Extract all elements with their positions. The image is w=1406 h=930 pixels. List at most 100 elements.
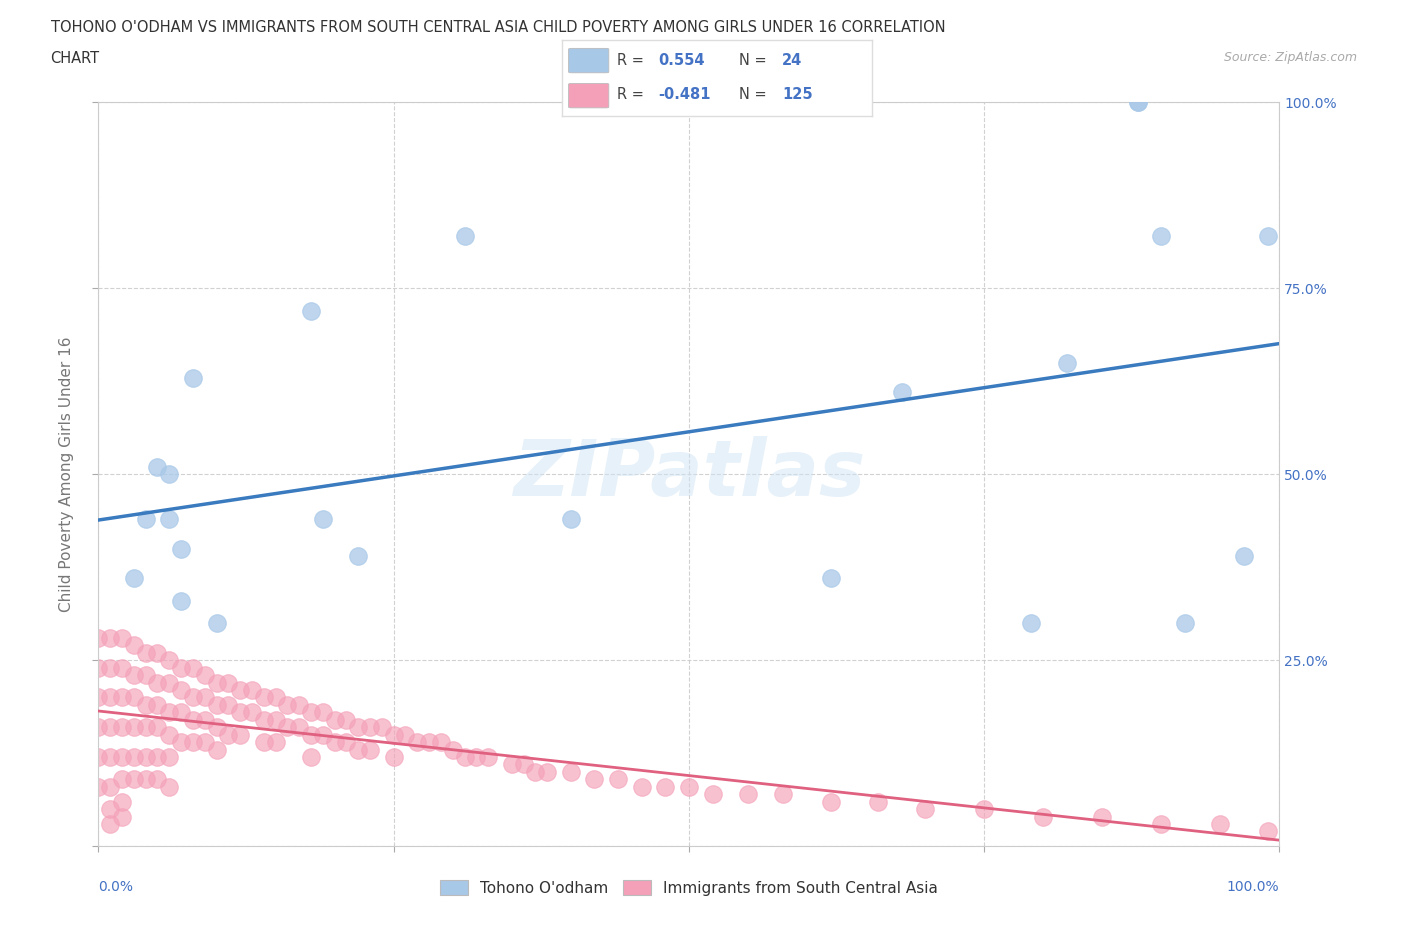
Point	[323, 712, 346, 727]
Point	[737, 787, 759, 802]
Point	[359, 742, 381, 757]
Point	[98, 690, 121, 705]
Text: -0.481: -0.481	[658, 87, 711, 102]
Point	[253, 690, 276, 705]
Legend: Tohono O'odham, Immigrants from South Central Asia: Tohono O'odham, Immigrants from South Ce…	[434, 873, 943, 902]
FancyBboxPatch shape	[568, 84, 609, 108]
Point	[264, 712, 287, 727]
Point	[157, 653, 180, 668]
Point	[87, 779, 110, 794]
Point	[430, 735, 453, 750]
Text: 24: 24	[782, 53, 803, 68]
Point	[111, 794, 134, 809]
Point	[453, 229, 475, 244]
Point	[205, 675, 228, 690]
Point	[312, 705, 335, 720]
Point	[170, 541, 193, 556]
Point	[170, 683, 193, 698]
Text: ZIPatlas: ZIPatlas	[513, 436, 865, 512]
Point	[98, 720, 121, 735]
Point	[1257, 824, 1279, 839]
Point	[347, 720, 370, 735]
Point	[146, 675, 169, 690]
Point	[122, 638, 145, 653]
Point	[181, 660, 204, 675]
Text: TOHONO O'ODHAM VS IMMIGRANTS FROM SOUTH CENTRAL ASIA CHILD POVERTY AMONG GIRLS U: TOHONO O'ODHAM VS IMMIGRANTS FROM SOUTH …	[51, 20, 945, 35]
Point	[406, 735, 429, 750]
Point	[146, 720, 169, 735]
Point	[820, 794, 842, 809]
Point	[98, 817, 121, 831]
Point	[973, 802, 995, 817]
Point	[1150, 229, 1173, 244]
Point	[347, 742, 370, 757]
Point	[1126, 95, 1149, 110]
Point	[205, 720, 228, 735]
Point	[583, 772, 606, 787]
Point	[194, 735, 217, 750]
Point	[820, 571, 842, 586]
Point	[170, 735, 193, 750]
Point	[111, 750, 134, 764]
Point	[122, 720, 145, 735]
Point	[111, 660, 134, 675]
Point	[323, 735, 346, 750]
Point	[98, 779, 121, 794]
Point	[501, 757, 523, 772]
FancyBboxPatch shape	[568, 48, 609, 73]
Point	[98, 660, 121, 675]
Point	[512, 757, 534, 772]
Point	[1091, 809, 1114, 824]
Point	[441, 742, 464, 757]
Point	[135, 512, 157, 526]
Point	[1174, 616, 1197, 631]
Point	[465, 750, 488, 764]
Point	[335, 735, 357, 750]
Point	[264, 735, 287, 750]
Point	[194, 668, 217, 683]
Point	[170, 660, 193, 675]
Text: 100.0%: 100.0%	[1227, 880, 1279, 894]
Point	[394, 727, 416, 742]
Point	[264, 690, 287, 705]
Point	[299, 727, 322, 742]
Text: 0.0%: 0.0%	[98, 880, 134, 894]
Text: N =: N =	[738, 53, 770, 68]
Point	[98, 802, 121, 817]
Point	[312, 727, 335, 742]
Point	[181, 712, 204, 727]
Point	[157, 467, 180, 482]
Point	[359, 720, 381, 735]
Point	[194, 712, 217, 727]
Point	[418, 735, 440, 750]
Text: R =: R =	[616, 87, 648, 102]
Text: CHART: CHART	[51, 51, 100, 66]
Point	[382, 750, 405, 764]
Point	[1233, 549, 1256, 564]
Point	[288, 720, 311, 735]
Point	[560, 512, 582, 526]
Point	[98, 750, 121, 764]
Point	[157, 779, 180, 794]
Point	[111, 690, 134, 705]
Point	[607, 772, 630, 787]
Text: 0.554: 0.554	[658, 53, 704, 68]
Point	[87, 631, 110, 645]
Point	[122, 772, 145, 787]
Point	[135, 698, 157, 712]
Point	[914, 802, 936, 817]
Y-axis label: Child Poverty Among Girls Under 16: Child Poverty Among Girls Under 16	[59, 337, 75, 612]
Point	[122, 750, 145, 764]
Point	[772, 787, 794, 802]
Point	[205, 616, 228, 631]
Point	[371, 720, 394, 735]
Point	[536, 764, 558, 779]
Point	[87, 660, 110, 675]
Point	[229, 705, 252, 720]
Point	[312, 512, 335, 526]
Point	[229, 683, 252, 698]
Point	[135, 645, 157, 660]
Point	[453, 750, 475, 764]
Point	[217, 727, 239, 742]
Point	[1150, 817, 1173, 831]
